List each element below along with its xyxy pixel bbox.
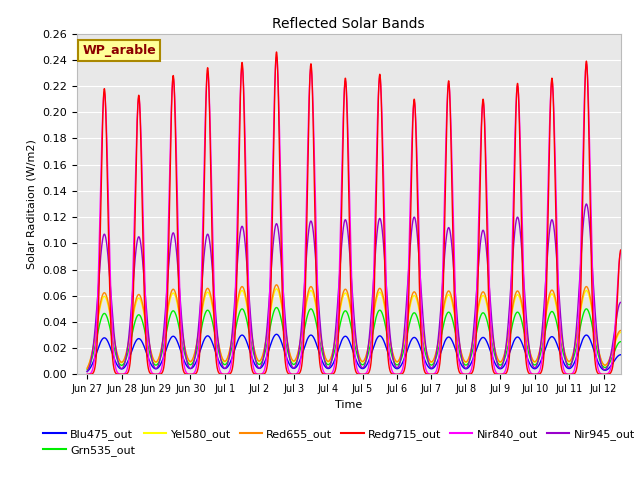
- Title: Reflected Solar Bands: Reflected Solar Bands: [273, 17, 425, 31]
- Y-axis label: Solar Raditaion (W/m2): Solar Raditaion (W/m2): [27, 139, 36, 269]
- Legend: Blu475_out, Grn535_out, Yel580_out, Red655_out, Redg715_out, Nir840_out, Nir945_: Blu475_out, Grn535_out, Yel580_out, Red6…: [39, 424, 639, 460]
- Text: WP_arable: WP_arable: [82, 44, 156, 57]
- X-axis label: Time: Time: [335, 400, 362, 409]
